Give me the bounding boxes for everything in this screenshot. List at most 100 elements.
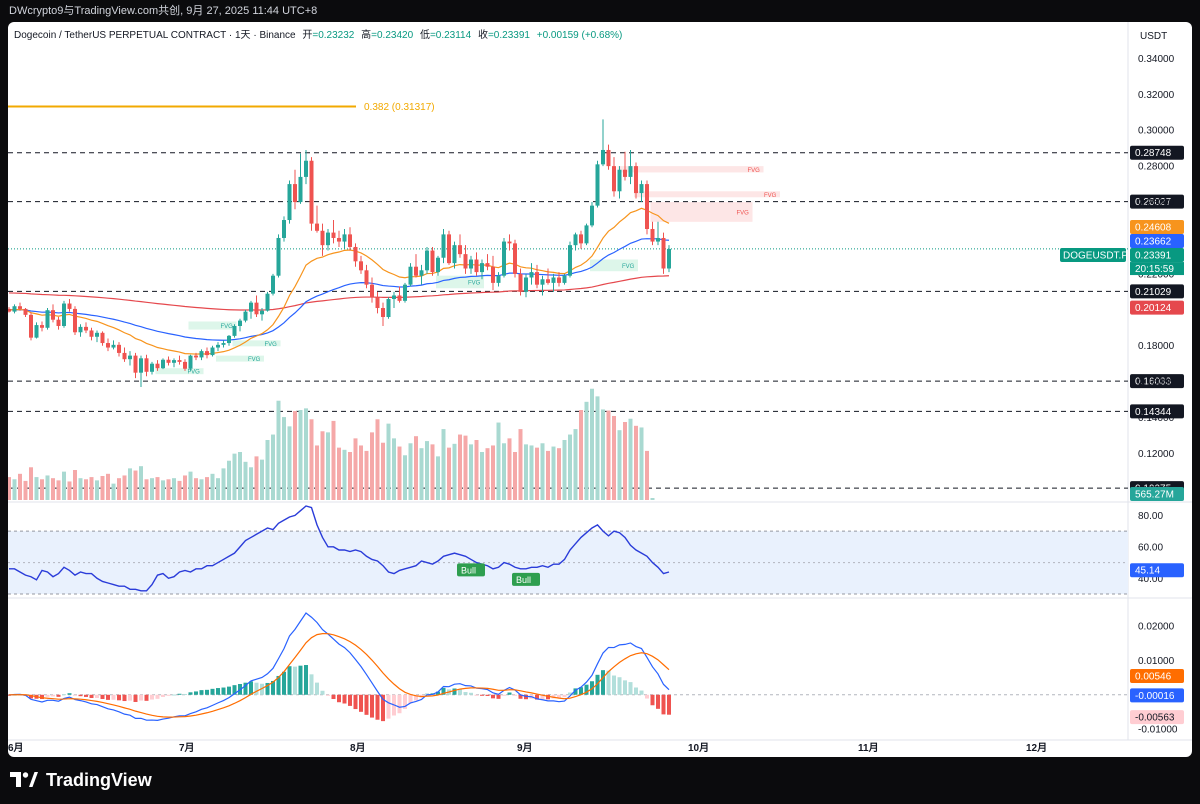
high-value: =0.23420 [371, 30, 413, 41]
candle-body [491, 266, 495, 283]
candle-body [188, 355, 193, 369]
candle-body [67, 303, 72, 309]
macd-histogram-bar [452, 688, 457, 695]
price-tag [1130, 234, 1184, 249]
candle-body [425, 250, 429, 271]
candle-body [73, 308, 77, 333]
macd-histogram-bar [507, 692, 512, 695]
volume-bar [8, 477, 11, 500]
macd-tick-label: 0.02000 [1138, 622, 1175, 633]
volume-bar [579, 410, 583, 500]
fvg-label: FVG [265, 342, 278, 348]
volume-bar [122, 475, 127, 500]
high-label: 高 [361, 28, 371, 41]
candle-body [612, 166, 616, 192]
macd-histogram-bar [474, 694, 479, 696]
candle-body [56, 319, 61, 326]
candle-body [579, 234, 583, 244]
macd-histogram-bar [293, 666, 297, 695]
candle-body [485, 263, 490, 267]
low-label: 低 [420, 28, 430, 41]
macd-histogram-bar [645, 694, 649, 699]
candle-body [414, 266, 418, 276]
volume-bar [166, 479, 171, 500]
volume-bar [606, 410, 611, 500]
volume-bar [364, 450, 369, 500]
candle-body [656, 237, 660, 242]
price-tick-label: 0.30000 [1138, 126, 1175, 137]
candle-body [496, 275, 501, 283]
macd-histogram-bar [337, 694, 341, 703]
fvg-label: FVG [221, 324, 234, 330]
volume-bar [601, 409, 605, 500]
volume-bar [144, 479, 149, 500]
macd-histogram-bar [656, 694, 660, 709]
time-tick-label: 7月 [179, 742, 195, 754]
level-tag [1130, 404, 1184, 419]
candle-body [144, 358, 149, 372]
macd-histogram-bar [221, 687, 226, 695]
candle-body [117, 344, 121, 353]
chart-card[interactable]: FVG FVG FVG FVG FVG FVG FVG FVG FVG 0.28748 0.260… [8, 22, 1192, 757]
candle-body [249, 302, 253, 312]
macd-histogram-bar [95, 694, 99, 698]
volume-bar [639, 427, 644, 500]
volume-bar [650, 498, 655, 500]
volume-bar [386, 423, 391, 500]
volume-bar [177, 480, 182, 500]
volume-bar [56, 480, 61, 500]
macd-histogram-bar [370, 694, 374, 718]
volume-bar [161, 480, 165, 500]
macd-histogram-bar [496, 694, 501, 699]
volume-bar [249, 467, 253, 500]
fvg-label: FVG [622, 264, 635, 270]
macd-value-label: 0.00546 [1135, 672, 1172, 683]
fvg-label: FVG [248, 357, 261, 363]
change-value: +0.00159 (+0.68%) [537, 30, 623, 41]
macd-histogram-bar [469, 692, 473, 695]
price-tick-label: 0.28000 [1138, 162, 1175, 173]
macd-histogram-bar [535, 694, 539, 700]
macd-histogram-bar [243, 682, 248, 695]
volume-bar [100, 476, 105, 500]
volume-bar [320, 431, 325, 500]
macd-histogram-bar [298, 665, 303, 695]
macd-histogram-bar [331, 694, 336, 700]
symbol-title: Dogecoin / TetherUS PERPETUAL CONTRACT ·… [14, 30, 296, 41]
volume-bar [298, 410, 303, 500]
price-tag [1130, 300, 1184, 315]
candle-body [34, 325, 39, 338]
candle-body [139, 358, 143, 373]
price-tag-label: 0.20124 [1135, 303, 1172, 314]
macd-histogram-bar [155, 694, 160, 699]
macd-histogram-bar [320, 690, 325, 695]
macd-histogram-bar [386, 694, 391, 719]
macd-histogram-bar [128, 694, 132, 701]
candle-body [337, 237, 341, 242]
macd-value-label: -0.00016 [1135, 691, 1175, 702]
price-tag-label: 0.23391 [1135, 251, 1172, 262]
macd-histogram-bar [249, 681, 253, 695]
volume-bar [546, 450, 550, 500]
close-label: 收 [478, 28, 488, 41]
chart-canvas[interactable]: FVG FVG FVG FVG FVG FVG FVG FVG FVG 0.28748 0.260… [8, 22, 1192, 757]
tradingview-logo[interactable]: TradingView [10, 766, 152, 794]
volume-bar [331, 420, 336, 500]
level-tag-label: 0.28748 [1135, 148, 1172, 159]
candle-body [89, 330, 94, 337]
candle-body [276, 237, 281, 276]
candle-body [507, 241, 512, 244]
candle-body [463, 254, 468, 269]
macd-value-tag [1130, 669, 1184, 684]
candle-body [78, 326, 83, 333]
candle-body [238, 320, 242, 326]
price-tag [1130, 248, 1184, 263]
open-value: =0.23232 [312, 30, 354, 41]
volume-tag-label: 565.27M [1135, 490, 1174, 501]
candle-body [546, 279, 550, 283]
volume-bar [568, 434, 572, 500]
candle-body [568, 245, 572, 276]
volume-bar [34, 477, 39, 500]
symbol-tag-label: DOGEUSDT.P [1063, 251, 1128, 262]
price-tick-label: 0.34000 [1138, 54, 1175, 65]
